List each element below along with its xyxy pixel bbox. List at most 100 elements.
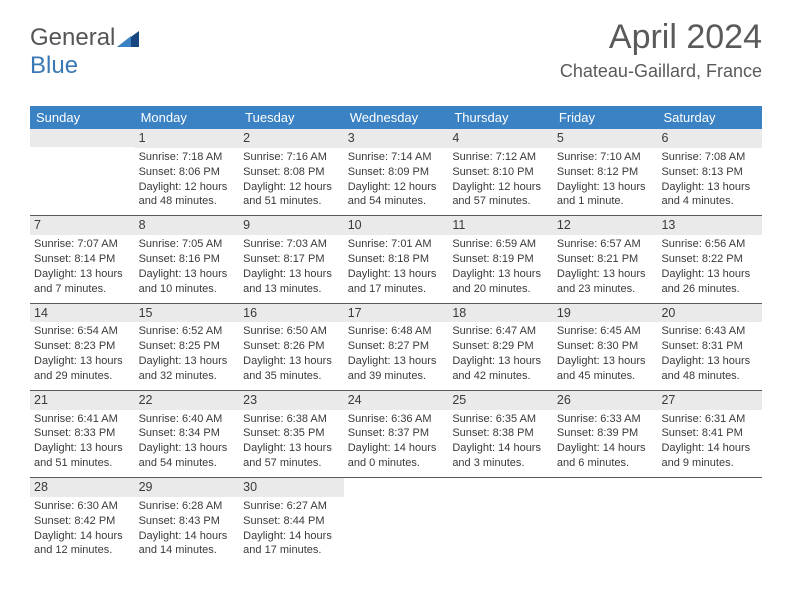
calendar-day-cell: 19Sunrise: 6:45 AMSunset: 8:30 PMDayligh… <box>553 304 658 390</box>
calendar-day-cell <box>448 478 553 564</box>
sunrise-text: Sunrise: 7:10 AM <box>557 150 654 165</box>
calendar-day-cell: 10Sunrise: 7:01 AMSunset: 8:18 PMDayligh… <box>344 216 449 302</box>
calendar-day-cell: 8Sunrise: 7:05 AMSunset: 8:16 PMDaylight… <box>135 216 240 302</box>
sunset-text: Sunset: 8:39 PM <box>557 426 654 441</box>
calendar-week-row: 28Sunrise: 6:30 AMSunset: 8:42 PMDayligh… <box>30 478 762 564</box>
daylight-text: Daylight: 13 hours and 45 minutes. <box>557 354 654 384</box>
calendar-grid: Sunday Monday Tuesday Wednesday Thursday… <box>30 106 762 564</box>
sunrise-text: Sunrise: 6:30 AM <box>34 499 131 514</box>
brand-part1: General <box>30 24 115 51</box>
daylight-text: Daylight: 13 hours and 17 minutes. <box>348 267 445 297</box>
day-number <box>30 129 135 147</box>
calendar-day-cell: 23Sunrise: 6:38 AMSunset: 8:35 PMDayligh… <box>239 391 344 477</box>
day-number: 16 <box>239 304 344 323</box>
calendar-day-cell: 28Sunrise: 6:30 AMSunset: 8:42 PMDayligh… <box>30 478 135 564</box>
day-number: 2 <box>239 129 344 148</box>
day-number: 14 <box>30 304 135 323</box>
sunrise-text: Sunrise: 7:14 AM <box>348 150 445 165</box>
daylight-text: Daylight: 14 hours and 6 minutes. <box>557 441 654 471</box>
calendar-day-cell: 25Sunrise: 6:35 AMSunset: 8:38 PMDayligh… <box>448 391 553 477</box>
sunset-text: Sunset: 8:06 PM <box>139 165 236 180</box>
calendar-day-cell: 18Sunrise: 6:47 AMSunset: 8:29 PMDayligh… <box>448 304 553 390</box>
day-number: 10 <box>344 216 449 235</box>
dayname-monday: Monday <box>135 106 240 129</box>
day-number: 27 <box>657 391 762 410</box>
day-number: 3 <box>344 129 449 148</box>
sunset-text: Sunset: 8:12 PM <box>557 165 654 180</box>
sunset-text: Sunset: 8:27 PM <box>348 339 445 354</box>
daylight-text: Daylight: 13 hours and 26 minutes. <box>661 267 758 297</box>
sunset-text: Sunset: 8:22 PM <box>661 252 758 267</box>
day-number: 19 <box>553 304 658 323</box>
sunrise-text: Sunrise: 6:31 AM <box>661 412 758 427</box>
daylight-text: Daylight: 13 hours and 4 minutes. <box>661 180 758 210</box>
calendar-day-cell: 21Sunrise: 6:41 AMSunset: 8:33 PMDayligh… <box>30 391 135 477</box>
sunrise-text: Sunrise: 7:03 AM <box>243 237 340 252</box>
calendar-week-row: 21Sunrise: 6:41 AMSunset: 8:33 PMDayligh… <box>30 391 762 478</box>
calendar-day-cell: 22Sunrise: 6:40 AMSunset: 8:34 PMDayligh… <box>135 391 240 477</box>
calendar-week-row: 7Sunrise: 7:07 AMSunset: 8:14 PMDaylight… <box>30 216 762 303</box>
sunset-text: Sunset: 8:33 PM <box>34 426 131 441</box>
calendar-day-cell: 9Sunrise: 7:03 AMSunset: 8:17 PMDaylight… <box>239 216 344 302</box>
daylight-text: Daylight: 14 hours and 17 minutes. <box>243 529 340 559</box>
daylight-text: Daylight: 14 hours and 12 minutes. <box>34 529 131 559</box>
dayname-sunday: Sunday <box>30 106 135 129</box>
dayname-wednesday: Wednesday <box>344 106 449 129</box>
sunrise-text: Sunrise: 6:36 AM <box>348 412 445 427</box>
calendar-day-cell <box>657 478 762 564</box>
sunrise-text: Sunrise: 6:38 AM <box>243 412 340 427</box>
calendar-day-cell: 15Sunrise: 6:52 AMSunset: 8:25 PMDayligh… <box>135 304 240 390</box>
sunrise-text: Sunrise: 6:28 AM <box>139 499 236 514</box>
calendar-day-cell: 26Sunrise: 6:33 AMSunset: 8:39 PMDayligh… <box>553 391 658 477</box>
daylight-text: Daylight: 13 hours and 7 minutes. <box>34 267 131 297</box>
daylight-text: Daylight: 13 hours and 48 minutes. <box>661 354 758 384</box>
daylight-text: Daylight: 12 hours and 57 minutes. <box>452 180 549 210</box>
page-header: April 2024 Chateau-Gaillard, France <box>560 18 762 82</box>
sunrise-text: Sunrise: 6:59 AM <box>452 237 549 252</box>
daylight-text: Daylight: 12 hours and 54 minutes. <box>348 180 445 210</box>
calendar-day-cell: 5Sunrise: 7:10 AMSunset: 8:12 PMDaylight… <box>553 129 658 215</box>
sunrise-text: Sunrise: 7:12 AM <box>452 150 549 165</box>
dayname-thursday: Thursday <box>448 106 553 129</box>
sunrise-text: Sunrise: 6:41 AM <box>34 412 131 427</box>
calendar-week-row: 14Sunrise: 6:54 AMSunset: 8:23 PMDayligh… <box>30 304 762 391</box>
sunrise-text: Sunrise: 6:57 AM <box>557 237 654 252</box>
day-number: 28 <box>30 478 135 497</box>
location-subtitle: Chateau-Gaillard, France <box>560 61 762 82</box>
daylight-text: Daylight: 13 hours and 35 minutes. <box>243 354 340 384</box>
calendar-day-cell: 3 Sunrise: 7:14 AMSunset: 8:09 PMDaylight… <box>344 129 449 215</box>
sunset-text: Sunset: 8:13 PM <box>661 165 758 180</box>
sunrise-text: Sunrise: 7:07 AM <box>34 237 131 252</box>
sunrise-text: Sunrise: 6:35 AM <box>452 412 549 427</box>
daylight-text: Daylight: 13 hours and 20 minutes. <box>452 267 549 297</box>
sunset-text: Sunset: 8:17 PM <box>243 252 340 267</box>
daylight-text: Daylight: 12 hours and 48 minutes. <box>139 180 236 210</box>
day-number: 25 <box>448 391 553 410</box>
calendar-day-cell: 29Sunrise: 6:28 AMSunset: 8:43 PMDayligh… <box>135 478 240 564</box>
dayname-friday: Friday <box>553 106 658 129</box>
daylight-text: Daylight: 13 hours and 54 minutes. <box>139 441 236 471</box>
sunset-text: Sunset: 8:21 PM <box>557 252 654 267</box>
day-number: 20 <box>657 304 762 323</box>
sunset-text: Sunset: 8:34 PM <box>139 426 236 441</box>
brand-logo: General Blue <box>30 24 139 80</box>
dayname-header-row: Sunday Monday Tuesday Wednesday Thursday… <box>30 106 762 129</box>
sunrise-text: Sunrise: 7:16 AM <box>243 150 340 165</box>
day-number: 29 <box>135 478 240 497</box>
sunrise-text: Sunrise: 6:54 AM <box>34 324 131 339</box>
calendar-day-cell: 20Sunrise: 6:43 AMSunset: 8:31 PMDayligh… <box>657 304 762 390</box>
sunrise-text: Sunrise: 6:33 AM <box>557 412 654 427</box>
month-title: April 2024 <box>560 18 762 57</box>
day-number: 4 <box>448 129 553 148</box>
calendar-day-cell: 27Sunrise: 6:31 AMSunset: 8:41 PMDayligh… <box>657 391 762 477</box>
sunset-text: Sunset: 8:44 PM <box>243 514 340 529</box>
calendar-day-cell: 2Sunrise: 7:16 AMSunset: 8:08 PMDaylight… <box>239 129 344 215</box>
sunset-text: Sunset: 8:09 PM <box>348 165 445 180</box>
calendar-day-cell: 7Sunrise: 7:07 AMSunset: 8:14 PMDaylight… <box>30 216 135 302</box>
daylight-text: Daylight: 13 hours and 32 minutes. <box>139 354 236 384</box>
daylight-text: Daylight: 13 hours and 42 minutes. <box>452 354 549 384</box>
sunset-text: Sunset: 8:31 PM <box>661 339 758 354</box>
calendar-day-cell <box>553 478 658 564</box>
calendar-day-cell: 12Sunrise: 6:57 AMSunset: 8:21 PMDayligh… <box>553 216 658 302</box>
day-number: 1 <box>135 129 240 148</box>
